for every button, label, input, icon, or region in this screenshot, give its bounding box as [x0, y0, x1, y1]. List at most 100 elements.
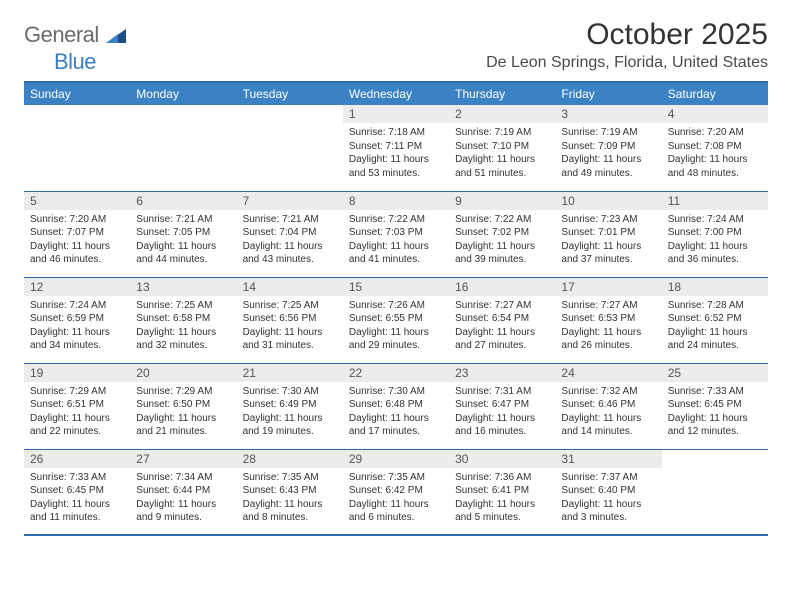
day-number: 4	[662, 105, 768, 123]
weekday-header: Tuesday	[237, 82, 343, 105]
daylight-text: Daylight: 11 hours and 21 minutes.	[136, 412, 230, 439]
sunset-text: Sunset: 7:08 PM	[668, 140, 762, 154]
calendar-cell: 25Sunrise: 7:33 AMSunset: 6:45 PMDayligh…	[662, 363, 768, 449]
sunset-text: Sunset: 6:42 PM	[349, 484, 443, 498]
day-details: Sunrise: 7:29 AMSunset: 6:50 PMDaylight:…	[130, 382, 236, 443]
calendar-cell: 14Sunrise: 7:25 AMSunset: 6:56 PMDayligh…	[237, 277, 343, 363]
daylight-text: Daylight: 11 hours and 27 minutes.	[455, 326, 549, 353]
sunrise-text: Sunrise: 7:30 AM	[349, 385, 443, 399]
day-number: 20	[130, 364, 236, 382]
day-number: 6	[130, 192, 236, 210]
day-details: Sunrise: 7:28 AMSunset: 6:52 PMDaylight:…	[662, 296, 768, 357]
sunrise-text: Sunrise: 7:27 AM	[455, 299, 549, 313]
day-details: Sunrise: 7:29 AMSunset: 6:51 PMDaylight:…	[24, 382, 130, 443]
daylight-text: Daylight: 11 hours and 17 minutes.	[349, 412, 443, 439]
day-number: 12	[24, 278, 130, 296]
day-number: 22	[343, 364, 449, 382]
calendar-cell: 7Sunrise: 7:21 AMSunset: 7:04 PMDaylight…	[237, 191, 343, 277]
day-details: Sunrise: 7:22 AMSunset: 7:03 PMDaylight:…	[343, 210, 449, 271]
location-text: De Leon Springs, Florida, United States	[486, 54, 768, 72]
daylight-text: Daylight: 11 hours and 14 minutes.	[561, 412, 655, 439]
day-number: 29	[343, 450, 449, 468]
title-block: October 2025 De Leon Springs, Florida, U…	[486, 18, 768, 72]
calendar-cell	[130, 105, 236, 191]
calendar-cell: 6Sunrise: 7:21 AMSunset: 7:05 PMDaylight…	[130, 191, 236, 277]
sunrise-text: Sunrise: 7:32 AM	[561, 385, 655, 399]
daylight-text: Daylight: 11 hours and 29 minutes.	[349, 326, 443, 353]
day-details: Sunrise: 7:25 AMSunset: 6:58 PMDaylight:…	[130, 296, 236, 357]
sunrise-text: Sunrise: 7:36 AM	[455, 471, 549, 485]
day-number: 13	[130, 278, 236, 296]
calendar-header: SundayMondayTuesdayWednesdayThursdayFrid…	[24, 82, 768, 105]
day-details: Sunrise: 7:24 AMSunset: 6:59 PMDaylight:…	[24, 296, 130, 357]
sunset-text: Sunset: 6:51 PM	[30, 398, 124, 412]
day-number: 26	[24, 450, 130, 468]
calendar-cell: 19Sunrise: 7:29 AMSunset: 6:51 PMDayligh…	[24, 363, 130, 449]
day-details: Sunrise: 7:34 AMSunset: 6:44 PMDaylight:…	[130, 468, 236, 529]
weekday-header: Friday	[555, 82, 661, 105]
day-number: 25	[662, 364, 768, 382]
day-details: Sunrise: 7:20 AMSunset: 7:07 PMDaylight:…	[24, 210, 130, 271]
day-details: Sunrise: 7:35 AMSunset: 6:42 PMDaylight:…	[343, 468, 449, 529]
calendar-cell: 4Sunrise: 7:20 AMSunset: 7:08 PMDaylight…	[662, 105, 768, 191]
day-number: 9	[449, 192, 555, 210]
calendar-cell: 20Sunrise: 7:29 AMSunset: 6:50 PMDayligh…	[130, 363, 236, 449]
sunset-text: Sunset: 6:43 PM	[243, 484, 337, 498]
sunrise-text: Sunrise: 7:28 AM	[668, 299, 762, 313]
weekday-header: Saturday	[662, 82, 768, 105]
sunset-text: Sunset: 6:45 PM	[30, 484, 124, 498]
day-details: Sunrise: 7:27 AMSunset: 6:54 PMDaylight:…	[449, 296, 555, 357]
sunrise-text: Sunrise: 7:20 AM	[668, 126, 762, 140]
sunset-text: Sunset: 6:40 PM	[561, 484, 655, 498]
calendar-cell: 3Sunrise: 7:19 AMSunset: 7:09 PMDaylight…	[555, 105, 661, 191]
day-details: Sunrise: 7:25 AMSunset: 6:56 PMDaylight:…	[237, 296, 343, 357]
sunset-text: Sunset: 7:00 PM	[668, 226, 762, 240]
sunrise-text: Sunrise: 7:25 AM	[243, 299, 337, 313]
day-details: Sunrise: 7:32 AMSunset: 6:46 PMDaylight:…	[555, 382, 661, 443]
calendar-cell: 31Sunrise: 7:37 AMSunset: 6:40 PMDayligh…	[555, 449, 661, 535]
sunset-text: Sunset: 7:11 PM	[349, 140, 443, 154]
day-details: Sunrise: 7:22 AMSunset: 7:02 PMDaylight:…	[449, 210, 555, 271]
calendar-row: 26Sunrise: 7:33 AMSunset: 6:45 PMDayligh…	[24, 449, 768, 535]
sunrise-text: Sunrise: 7:35 AM	[243, 471, 337, 485]
sunrise-text: Sunrise: 7:34 AM	[136, 471, 230, 485]
sunrise-text: Sunrise: 7:29 AM	[30, 385, 124, 399]
sunrise-text: Sunrise: 7:31 AM	[455, 385, 549, 399]
sunset-text: Sunset: 7:07 PM	[30, 226, 124, 240]
day-number: 17	[555, 278, 661, 296]
day-details: Sunrise: 7:19 AMSunset: 7:10 PMDaylight:…	[449, 123, 555, 184]
sunset-text: Sunset: 6:54 PM	[455, 312, 549, 326]
calendar-cell: 26Sunrise: 7:33 AMSunset: 6:45 PMDayligh…	[24, 449, 130, 535]
day-number: 2	[449, 105, 555, 123]
day-number: 24	[555, 364, 661, 382]
sunrise-text: Sunrise: 7:21 AM	[243, 213, 337, 227]
daylight-text: Daylight: 11 hours and 6 minutes.	[349, 498, 443, 525]
day-number: 16	[449, 278, 555, 296]
calendar-cell: 11Sunrise: 7:24 AMSunset: 7:00 PMDayligh…	[662, 191, 768, 277]
calendar-cell: 5Sunrise: 7:20 AMSunset: 7:07 PMDaylight…	[24, 191, 130, 277]
daylight-text: Daylight: 11 hours and 19 minutes.	[243, 412, 337, 439]
daylight-text: Daylight: 11 hours and 5 minutes.	[455, 498, 549, 525]
day-details: Sunrise: 7:33 AMSunset: 6:45 PMDaylight:…	[24, 468, 130, 529]
daylight-text: Daylight: 11 hours and 24 minutes.	[668, 326, 762, 353]
page-title: October 2025	[486, 18, 768, 52]
header: General Blue October 2025 De Leon Spring…	[24, 18, 768, 75]
sunrise-text: Sunrise: 7:21 AM	[136, 213, 230, 227]
day-number: 7	[237, 192, 343, 210]
calendar-cell: 15Sunrise: 7:26 AMSunset: 6:55 PMDayligh…	[343, 277, 449, 363]
day-number: 30	[449, 450, 555, 468]
calendar-cell: 28Sunrise: 7:35 AMSunset: 6:43 PMDayligh…	[237, 449, 343, 535]
daylight-text: Daylight: 11 hours and 22 minutes.	[30, 412, 124, 439]
daylight-text: Daylight: 11 hours and 32 minutes.	[136, 326, 230, 353]
day-details: Sunrise: 7:21 AMSunset: 7:05 PMDaylight:…	[130, 210, 236, 271]
sunset-text: Sunset: 6:49 PM	[243, 398, 337, 412]
calendar-cell: 27Sunrise: 7:34 AMSunset: 6:44 PMDayligh…	[130, 449, 236, 535]
day-number: 28	[237, 450, 343, 468]
daylight-text: Daylight: 11 hours and 48 minutes.	[668, 153, 762, 180]
sunset-text: Sunset: 7:03 PM	[349, 226, 443, 240]
day-details: Sunrise: 7:20 AMSunset: 7:08 PMDaylight:…	[662, 123, 768, 184]
calendar-cell	[662, 449, 768, 535]
day-details: Sunrise: 7:21 AMSunset: 7:04 PMDaylight:…	[237, 210, 343, 271]
day-number: 23	[449, 364, 555, 382]
calendar-cell: 2Sunrise: 7:19 AMSunset: 7:10 PMDaylight…	[449, 105, 555, 191]
